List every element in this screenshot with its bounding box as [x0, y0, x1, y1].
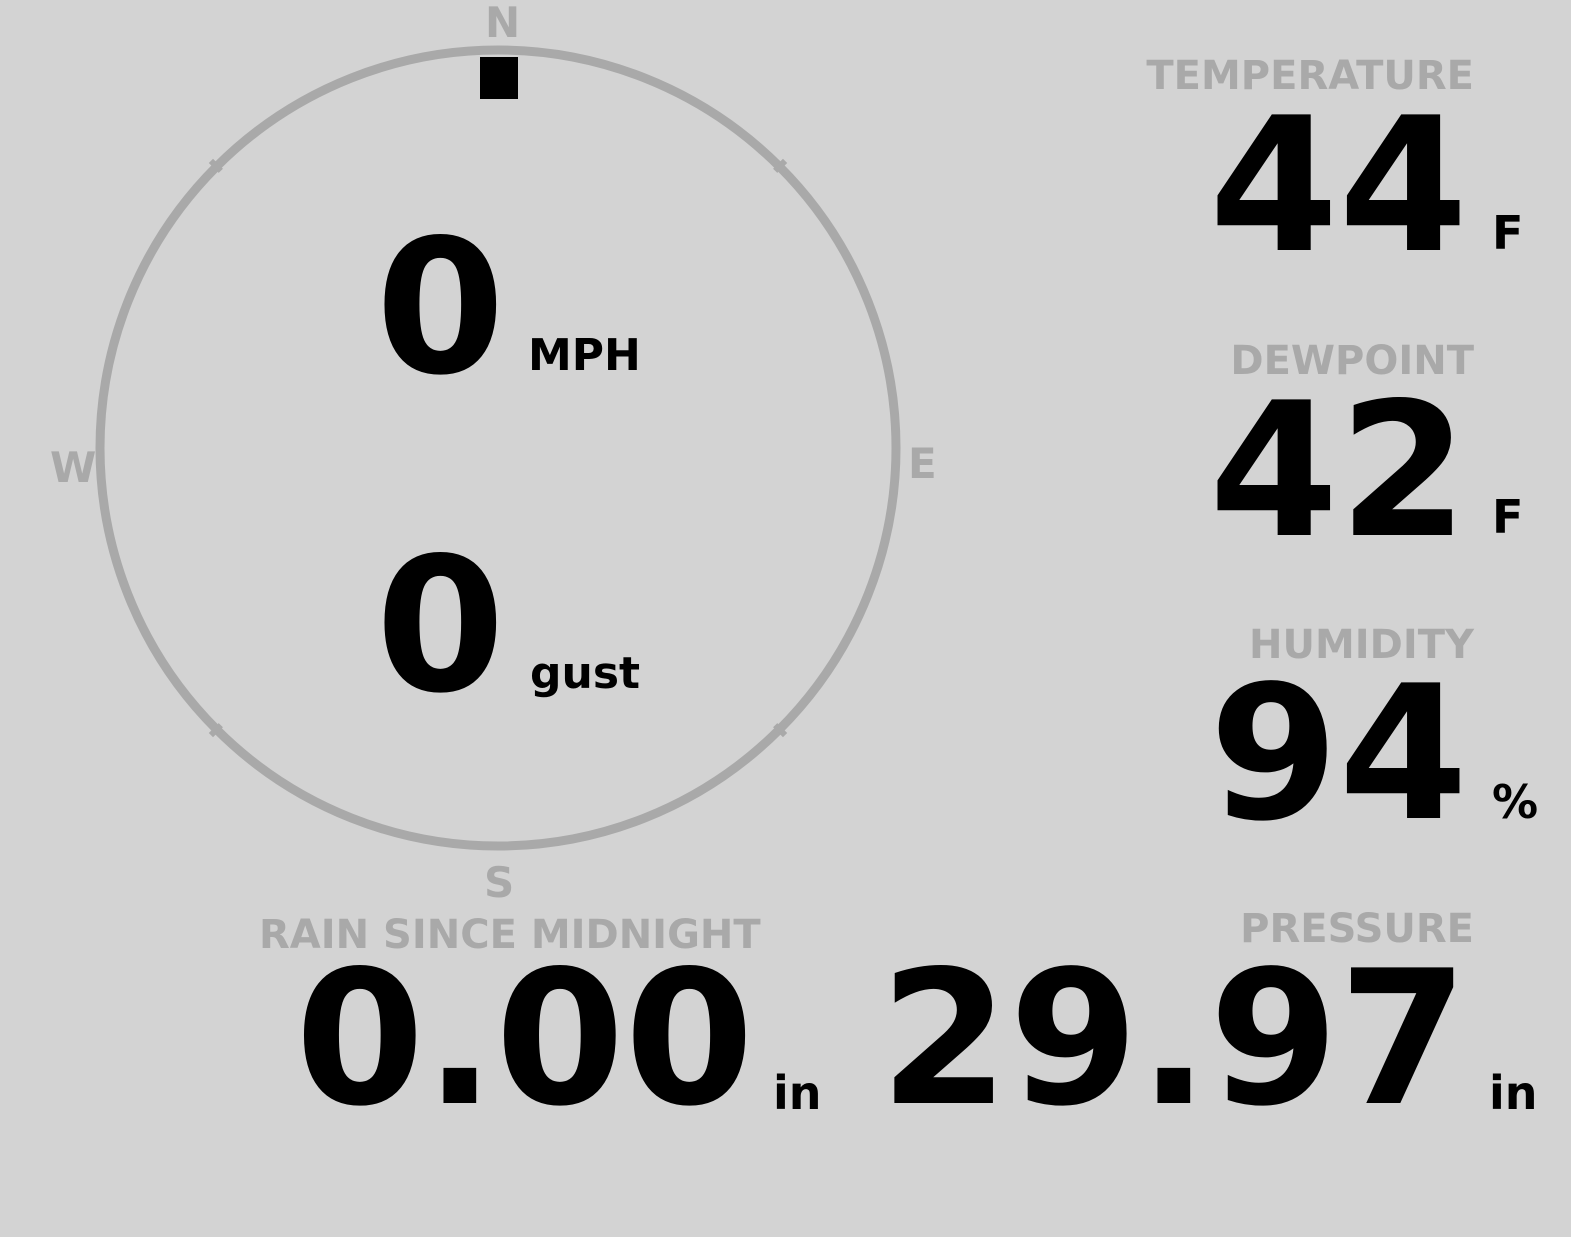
rain-label: RAIN SINCE MIDNIGHT	[259, 912, 761, 958]
compass-ticks	[208, 158, 788, 738]
compass-tick	[773, 723, 788, 738]
compass-north-label: N	[485, 0, 521, 47]
temperature-unit: F	[1492, 206, 1524, 260]
dewpoint-unit: F	[1492, 490, 1524, 544]
temperature-value: 44	[1209, 77, 1468, 294]
wind-direction-indicator	[480, 57, 518, 99]
compass-east-label: E	[908, 439, 937, 488]
wind-gust-unit: gust	[530, 648, 641, 699]
dewpoint-value: 42	[1209, 362, 1468, 579]
compass-ring	[95, 45, 901, 851]
compass-tick	[773, 158, 788, 173]
humidity-label: HUMIDITY	[1249, 622, 1474, 668]
pressure-value: 29.97	[879, 930, 1468, 1147]
pressure-unit: in	[1489, 1066, 1538, 1120]
humidity-value: 94	[1209, 645, 1468, 862]
dewpoint-label: DEWPOINT	[1230, 338, 1474, 384]
humidity-unit: %	[1492, 775, 1539, 829]
rain-unit: in	[773, 1066, 822, 1120]
wind-gust-value: 0	[375, 517, 505, 734]
wind-speed-unit: MPH	[528, 330, 641, 381]
rain-value: 0.00	[295, 930, 754, 1147]
compass-south-label: S	[484, 858, 515, 907]
pressure-label: PRESSURE	[1240, 906, 1474, 952]
compass-tick	[208, 158, 223, 173]
compass-west-label: W	[50, 443, 97, 492]
temperature-label: TEMPERATURE	[1146, 53, 1474, 99]
wind-speed-value: 0	[375, 199, 505, 416]
compass-tick	[208, 723, 223, 738]
